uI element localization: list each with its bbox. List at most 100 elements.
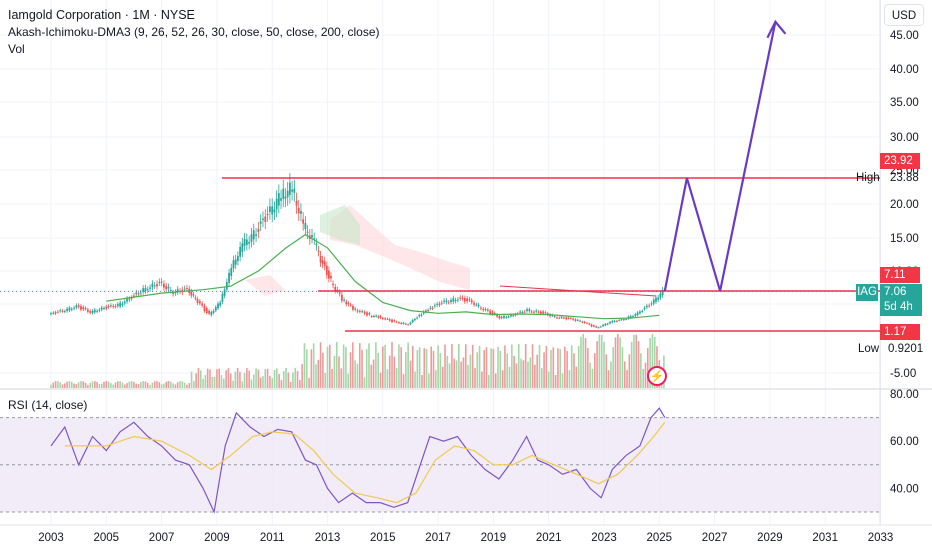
volume-bar [591, 368, 594, 388]
candles [50, 173, 664, 329]
candle-body [648, 305, 651, 307]
volume-bar [223, 378, 225, 388]
volume-bar [441, 366, 444, 388]
projection-line [663, 21, 777, 292]
candle-body [250, 234, 253, 242]
candle-body [535, 310, 538, 312]
volume-bar [605, 354, 608, 388]
candle-body [379, 316, 382, 318]
volume-bar [607, 370, 610, 388]
symbol-title[interactable]: Iamgold Corporation · 1M · NYSE [8, 8, 195, 22]
time-tick-label: 2015 [370, 532, 396, 544]
candle-body [347, 303, 350, 305]
volume-bar [209, 369, 211, 388]
candle-body [595, 326, 598, 328]
candle-body [470, 300, 473, 303]
volume-bar [87, 384, 89, 388]
time-tick-label: 2033 [868, 532, 894, 544]
volume-bar [248, 370, 250, 388]
rsi-tick-label: 60.00 [890, 436, 919, 448]
candle-body [332, 283, 334, 286]
volume-bar [386, 369, 389, 388]
volume-bar [59, 382, 62, 388]
volume-bar [266, 368, 269, 388]
volume-bar [531, 344, 534, 388]
candle-body [110, 305, 112, 307]
volume-bar [289, 381, 292, 388]
volume-bar [216, 369, 218, 388]
volume-bar [66, 381, 68, 388]
candle-body [574, 319, 577, 321]
volume-bar [165, 381, 168, 388]
candle-body [558, 317, 561, 319]
time-tick-label: 2019 [481, 532, 507, 544]
candle-body [523, 311, 526, 313]
rsi-legend[interactable]: RSI (14, close) [8, 398, 88, 412]
volume-bar [494, 373, 497, 388]
candle-body [632, 316, 634, 318]
volume-bar [368, 343, 370, 388]
currency-button[interactable]: USD [884, 4, 924, 26]
volume-bar [96, 382, 98, 388]
volume-bar [296, 371, 299, 388]
volume-bar [128, 381, 131, 388]
lightning-bolt-icon[interactable]: ⚡ [647, 366, 667, 386]
candle-body [551, 315, 554, 317]
volume-bar [566, 350, 568, 388]
indicator-legend[interactable]: Akash-Ichimoku-DMA3 (9, 26, 52, 26, 30, … [8, 25, 380, 39]
volume-bar [534, 364, 536, 388]
candle-body [201, 303, 204, 306]
volume-bar [646, 348, 649, 388]
low-value: 0.9201 [888, 343, 924, 355]
candle-body [295, 200, 298, 206]
volume-bar [57, 381, 59, 388]
volume-bar [174, 384, 177, 388]
volume-bar [107, 381, 110, 388]
volume-bar [474, 368, 476, 388]
candle-body [368, 313, 371, 315]
volume-bar [529, 357, 532, 388]
volume-bar [382, 346, 384, 388]
volume-bar [476, 352, 479, 388]
volume-bar [462, 357, 465, 388]
volume-bar [617, 334, 619, 388]
volume-bar [163, 383, 165, 388]
volume-bar [384, 344, 386, 388]
candle-body [319, 255, 322, 263]
candle-body [100, 307, 103, 310]
candle-body [363, 311, 366, 314]
candle-body [146, 289, 149, 291]
candle-body [484, 309, 487, 311]
candle-body [407, 324, 410, 326]
candle-body [325, 265, 328, 275]
last-price-tag: 7.06 5d 4h [880, 284, 922, 316]
candle-body [257, 228, 260, 232]
candle-body [119, 302, 122, 307]
volume-bar [186, 384, 188, 388]
candle-body [512, 315, 515, 317]
volume-bar [446, 355, 449, 388]
volume-bar [227, 368, 230, 388]
candle-body [533, 311, 535, 313]
volume-bar [487, 374, 490, 388]
volume-bar [596, 341, 598, 388]
candle-body [268, 206, 271, 213]
candle-body [609, 322, 611, 324]
volume-bar [232, 380, 234, 388]
candle-body [526, 309, 528, 312]
candle-body [192, 294, 195, 296]
cloud-red-small [245, 275, 285, 296]
rsi-lines [50, 407, 666, 515]
price-tick-label: 20.00 [890, 199, 919, 211]
candle-body [317, 250, 320, 252]
volume-bar [229, 373, 232, 388]
volume-legend[interactable]: Vol [8, 42, 25, 56]
candle-body [315, 243, 318, 246]
volume-bar [621, 347, 624, 388]
candle-body [183, 288, 186, 290]
volume-bar [552, 347, 555, 388]
price-tick-label: 15.00 [890, 233, 919, 245]
candle-body [190, 291, 193, 296]
time-tick-label: 2029 [757, 532, 783, 544]
